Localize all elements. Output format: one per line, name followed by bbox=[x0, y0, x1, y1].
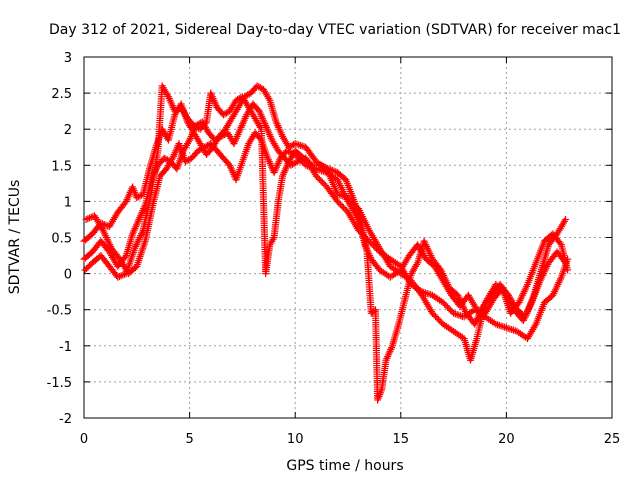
data-point bbox=[444, 303, 452, 311]
x-tick-label: 20 bbox=[498, 432, 515, 447]
data-point bbox=[320, 180, 328, 188]
data-point bbox=[564, 266, 572, 274]
data-point bbox=[338, 202, 346, 210]
data-point bbox=[320, 163, 328, 171]
data-point bbox=[223, 109, 231, 117]
data-point bbox=[117, 272, 125, 280]
data-point bbox=[327, 166, 335, 174]
data-point bbox=[504, 324, 512, 332]
y-tick-label: -1.5 bbox=[47, 376, 72, 391]
y-tick-label: 0.5 bbox=[51, 232, 72, 247]
data-point bbox=[314, 174, 322, 182]
data-point bbox=[335, 199, 343, 207]
data-point bbox=[333, 197, 341, 205]
x-tick-label: 0 bbox=[80, 432, 88, 447]
data-point bbox=[244, 91, 252, 99]
x-tick-label: 5 bbox=[185, 432, 193, 447]
data-point bbox=[256, 84, 264, 92]
data-point bbox=[341, 205, 349, 213]
data-point bbox=[365, 237, 373, 245]
data-point bbox=[435, 315, 443, 323]
data-point bbox=[82, 215, 90, 223]
data-point bbox=[315, 175, 323, 183]
data-point bbox=[283, 147, 291, 155]
data-point bbox=[508, 326, 516, 334]
chart-title: Day 312 of 2021, Sidereal Day-to-day VTE… bbox=[49, 22, 621, 38]
y-tick-label: -1 bbox=[59, 340, 72, 355]
data-point bbox=[447, 306, 455, 314]
data-point bbox=[428, 309, 436, 317]
data-point bbox=[307, 160, 315, 168]
data-point bbox=[284, 148, 292, 156]
data-point bbox=[370, 242, 378, 250]
plot-frame bbox=[83, 56, 613, 419]
data-point bbox=[373, 245, 381, 253]
data-points bbox=[80, 82, 572, 404]
data-point bbox=[328, 166, 336, 174]
data-point bbox=[339, 204, 347, 212]
y-tick-label: 1.5 bbox=[51, 159, 72, 174]
y-tick-label: 1 bbox=[64, 195, 72, 210]
data-point bbox=[121, 253, 129, 261]
y-tick-label: -0.5 bbox=[47, 304, 72, 319]
data-point bbox=[295, 141, 303, 149]
x-tick-label: 10 bbox=[287, 432, 304, 447]
data-point bbox=[312, 172, 320, 180]
data-point bbox=[441, 300, 449, 308]
data-point bbox=[502, 324, 510, 332]
y-tick-label: 2.5 bbox=[51, 87, 72, 102]
data-point bbox=[501, 323, 509, 331]
data-point bbox=[439, 298, 447, 306]
data-point bbox=[370, 307, 378, 315]
data-point bbox=[368, 240, 376, 248]
data-point bbox=[318, 162, 326, 170]
data-point bbox=[423, 289, 431, 297]
data-point bbox=[317, 161, 325, 169]
data-point bbox=[323, 164, 331, 172]
data-point bbox=[325, 165, 333, 173]
y-tick-label: 2 bbox=[64, 123, 72, 138]
data-point bbox=[114, 273, 122, 281]
grid bbox=[84, 57, 612, 418]
data-point bbox=[430, 311, 438, 319]
data-point bbox=[436, 317, 444, 325]
data-point bbox=[119, 271, 127, 279]
data-point bbox=[318, 178, 326, 186]
data-point bbox=[445, 305, 453, 313]
data-point bbox=[455, 311, 463, 319]
series-track-d bbox=[81, 82, 570, 404]
x-tick-label: 15 bbox=[393, 432, 410, 447]
data-point bbox=[136, 192, 144, 200]
data-point bbox=[115, 272, 123, 280]
data-point bbox=[293, 140, 301, 148]
data-point bbox=[288, 141, 296, 149]
data-point bbox=[201, 119, 209, 127]
data-point bbox=[292, 159, 300, 167]
y-tick-label: 3 bbox=[64, 51, 72, 66]
x-tick-label: 25 bbox=[604, 432, 621, 447]
data-point bbox=[336, 200, 344, 208]
x-axis-label: GPS time / hours bbox=[286, 458, 403, 474]
data-point bbox=[84, 215, 92, 223]
y-axis-label: SDTVAR / TECUs bbox=[7, 180, 23, 295]
data-point bbox=[371, 243, 379, 251]
data-point bbox=[322, 163, 330, 171]
y-tick-label: 0 bbox=[64, 268, 72, 283]
data-point bbox=[442, 302, 450, 310]
data-point bbox=[562, 215, 570, 223]
data-point bbox=[556, 239, 564, 247]
series-track-b bbox=[80, 100, 572, 343]
data-point bbox=[506, 325, 514, 333]
ticks: 0 5 10 15 20 25 -2 -1.5 -1 -0.5 0 0.5 1 1.5 2 2.5 3 bbox=[47, 51, 621, 447]
data-point bbox=[497, 322, 505, 330]
data-point bbox=[431, 312, 439, 320]
data-point bbox=[85, 214, 93, 222]
data-point bbox=[296, 141, 304, 149]
data-point bbox=[330, 167, 338, 175]
data-point bbox=[499, 323, 507, 331]
data-point bbox=[317, 177, 325, 185]
y-tick-label: -2 bbox=[59, 412, 72, 427]
data-point bbox=[433, 314, 441, 322]
